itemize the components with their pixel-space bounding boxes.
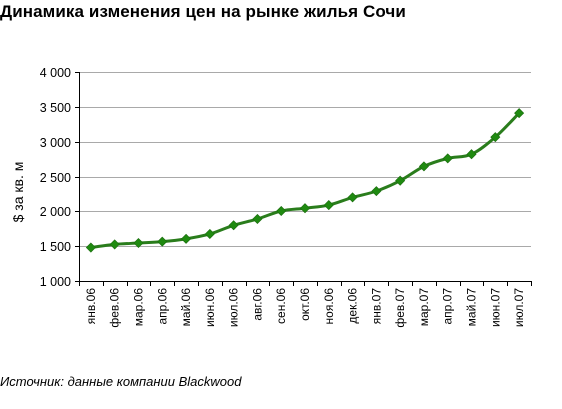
data-point-marker [371, 186, 382, 197]
x-tick-label: июл.06 [227, 288, 241, 327]
x-tick-label: янв.06 [84, 288, 98, 325]
y-tick-label: 1 500 [40, 240, 71, 254]
y-tick-label: 2 500 [40, 171, 71, 185]
x-tick-label: дек.06 [346, 288, 360, 324]
x-tick-label: май.07 [465, 288, 479, 327]
data-point-marker [418, 161, 429, 172]
x-tick-label: июн.07 [488, 288, 502, 327]
x-tick-label: апр.07 [441, 288, 455, 325]
data-point-marker [442, 153, 453, 164]
chart-title: Динамика изменения цен на рынке жилья Со… [0, 2, 406, 21]
x-tick-label: фев.06 [108, 288, 122, 328]
y-tick-label: 1 000 [40, 275, 71, 289]
x-tick-label: июл.07 [512, 288, 526, 327]
data-point-marker [323, 200, 334, 211]
data-point-marker [252, 213, 263, 225]
y-axis-label: $ за кв. м [10, 162, 26, 223]
x-tick-label: июн.06 [203, 288, 217, 327]
axes [75, 72, 532, 286]
data-point-marker [490, 132, 501, 143]
x-tick-label: мар.06 [131, 288, 145, 327]
data-point-marker [181, 233, 192, 244]
data-point-marker [204, 228, 215, 239]
data-point-marker [299, 203, 311, 214]
y-tick-label: 4 000 [40, 66, 71, 80]
data-point-marker [85, 242, 96, 253]
y-tick-label: 3 000 [40, 136, 71, 150]
x-tick-label: мар.07 [417, 288, 431, 327]
data-point-marker [466, 149, 477, 160]
x-tick-label: окт.06 [298, 288, 312, 321]
y-tick-label: 2 000 [40, 205, 71, 219]
x-tick-label: фев.07 [393, 288, 407, 328]
x-tick-label: янв.07 [369, 288, 383, 325]
x-tick-label: сен.06 [274, 288, 288, 324]
data-point-marker [514, 108, 525, 119]
data-point-marker [109, 239, 120, 250]
x-tick-labels: янв.06 фев.06 мар.06 апр.06 май.06 июн.06 июл.… [84, 288, 526, 328]
data-point-marker [395, 175, 406, 186]
y-tick-label: 3 500 [40, 101, 71, 115]
data-point-marker [133, 238, 144, 249]
source-note: Источник: данные компании Blackwood [0, 374, 242, 389]
data-point-marker [276, 205, 287, 217]
data-point-marker [228, 220, 239, 231]
data-series [85, 108, 525, 253]
data-point-marker [347, 192, 358, 203]
x-tick-label: апр.06 [155, 288, 169, 325]
x-tick-label: май.06 [179, 288, 193, 327]
x-tick-label: ноя.06 [322, 288, 336, 325]
series-line [89, 111, 521, 250]
data-point-marker [157, 236, 168, 247]
y-tick-labels: 1 000 1 500 2 000 2 500 3 000 3 500 4 000 [40, 66, 71, 289]
x-tick-label: авг.06 [250, 288, 264, 321]
grid-lines [79, 72, 531, 247]
